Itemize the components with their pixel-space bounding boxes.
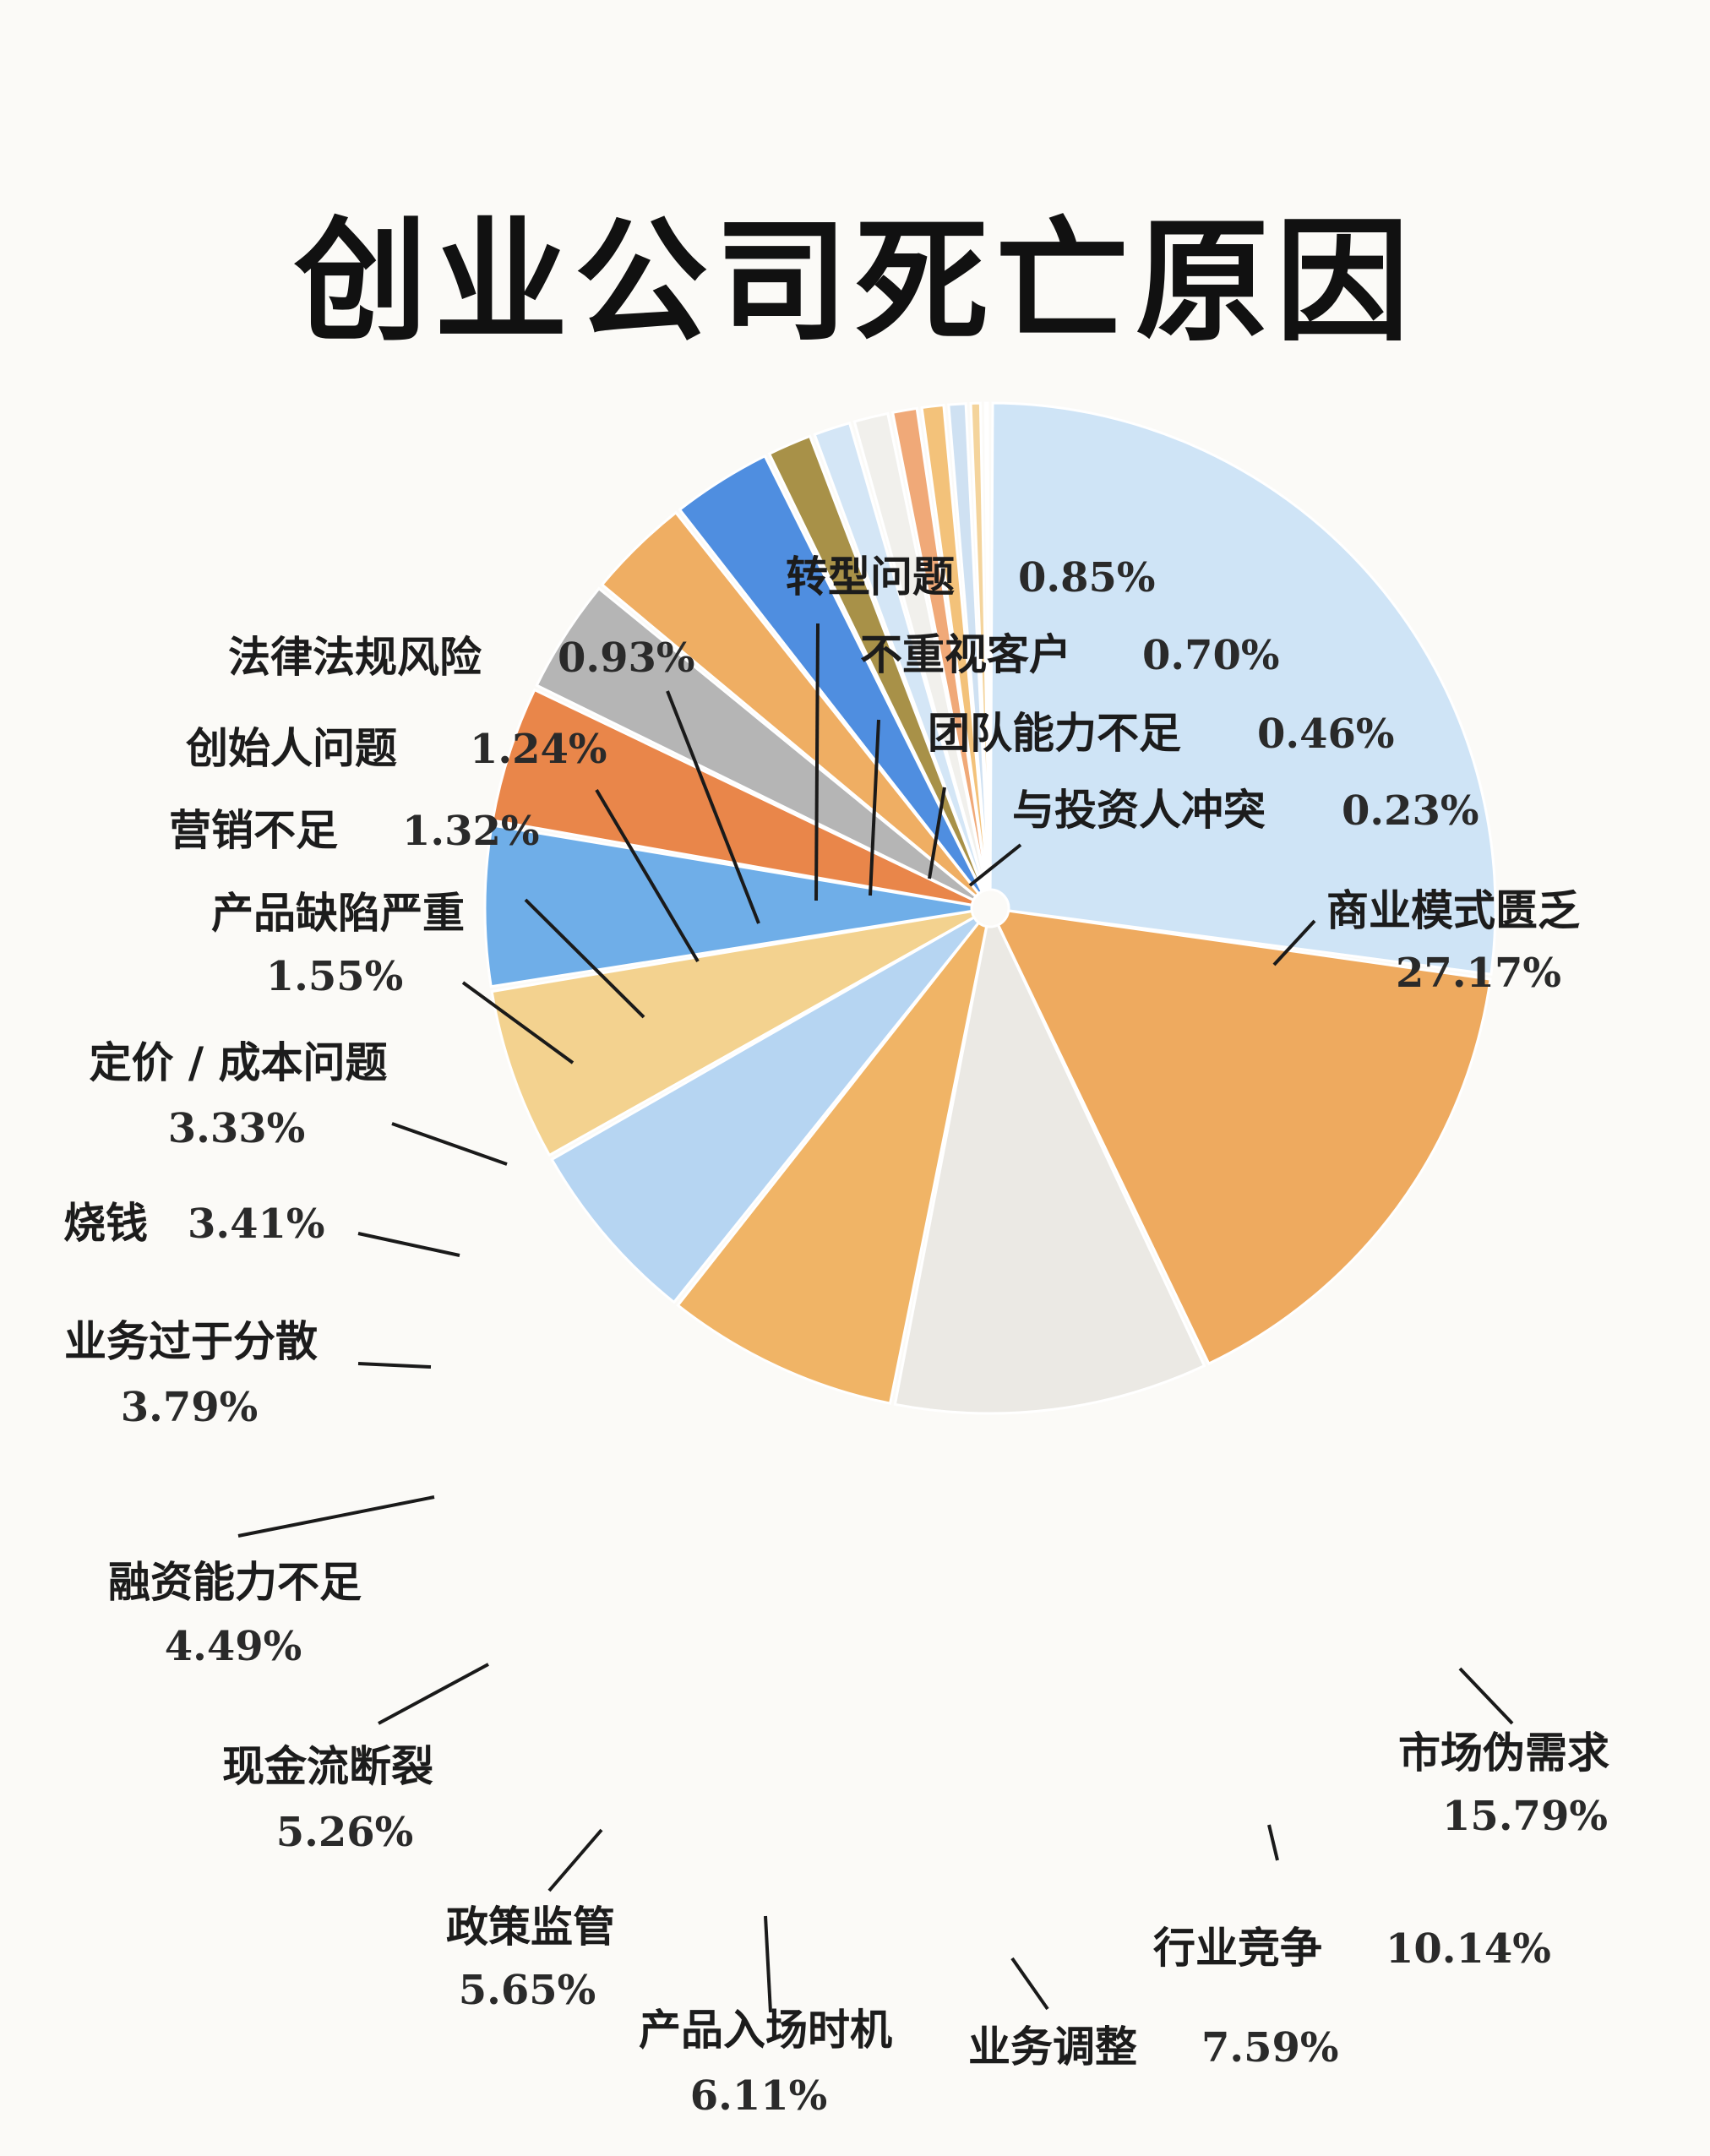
leader-line-13 [524,898,645,1019]
slice-label-7: 现金流断裂 [222,1742,433,1791]
slice-value-label-4: 7.59% [1201,2024,1339,2072]
slice-value-label-19: 0.23% [1342,787,1479,835]
pie-slice-7 [483,824,974,988]
pie-slice-6 [490,909,976,1157]
leader-line-5 [764,1915,772,2013]
slice-label-6: 政策监管 [446,1903,615,1952]
slice-label-1: 商业模式匮乏 [1326,886,1580,935]
pie-slices [483,401,1497,1415]
leader-line-4 [1010,1957,1049,2011]
leader-line-2 [1458,1667,1514,1725]
pie-slice-10 [600,510,981,899]
pie-slice-12 [767,434,986,894]
leader-line-6 [547,1828,603,1892]
pie-slice-4 [676,921,988,1405]
slice-value-label-11: 3.33% [168,1105,306,1152]
slice-label-4: 业务调整 [968,2023,1137,2072]
slice-value-label-12: 1.55% [266,953,404,1000]
slice-labels: 商业模式匮乏 27.17% 市场伪需求 15.79% 行业竞争 10.14% 业务调整 7.5… [63,553,1609,2120]
slice-label-13: 营销不足 [169,806,338,855]
leader-line-16 [814,623,820,901]
pie-slice-11 [678,454,984,896]
slice-label-8: 融资能力不足 [108,1558,362,1607]
leader-lines [237,623,1514,2013]
slice-label-5: 产品入场时机 [639,2006,892,2055]
pie-slice-9 [535,586,978,902]
leader-line-14 [595,788,700,963]
slice-value-label-15: 0.93% [558,634,695,682]
slice-label-9: 业务过于分散 [64,1317,318,1366]
leader-line-8 [237,1495,435,1538]
slice-label-14: 创始人问题 [186,724,397,773]
slice-label-3: 行业竞争 [1153,1924,1322,1973]
leader-line-12 [461,981,575,1064]
slice-label-15: 法律法规风险 [228,633,482,682]
slice-label-19: 与投资人冲突 [1012,786,1266,835]
slice-value-label-9: 3.79% [121,1384,259,1431]
slice-label-18: 团队能力不足 [928,709,1181,758]
leader-line-10 [357,1232,460,1257]
slice-value-label-2: 15.79% [1442,1793,1608,1840]
leader-line-7 [378,1663,489,1725]
slice-value-label-18: 0.46% [1257,710,1395,758]
slice-value-label-16: 0.85% [1018,554,1156,602]
slice-label-16: 转型问题 [786,553,955,602]
slice-value-label-7: 5.26% [276,1809,414,1856]
slice-label-17: 不重视客户 [860,630,1071,679]
leader-line-17 [869,719,880,896]
leader-line-11 [391,1122,508,1166]
leader-line-9 [357,1362,432,1369]
slice-value-label-8: 4.49% [165,1623,302,1670]
slice-label-12: 产品缺陷严重 [211,889,465,938]
slice-label-11: 定价 / 成本问题 [89,1038,387,1087]
leader-line-19 [968,843,1022,887]
leader-line-3 [1267,1824,1279,1861]
leader-line-1 [1272,919,1316,966]
slice-value-label-10: 3.41% [188,1200,325,1248]
pie-slice-8 [491,688,976,906]
slice-value-label-1: 27.17% [1396,950,1561,997]
pie-slice-5 [550,915,981,1304]
slice-value-label-5: 6.11% [690,2072,828,2120]
slice-value-label-3: 10.14% [1386,1925,1551,1973]
slice-label-2: 市场伪需求 [1398,1729,1609,1778]
leader-line-18 [928,787,946,879]
slice-label-10: 烧钱 [63,1199,148,1248]
slice-value-label-14: 1.24% [470,726,607,773]
slice-value-label-13: 1.32% [402,808,540,855]
leader-line-15 [666,690,760,924]
pie-slice-19 [983,401,992,891]
chart-title: 创业公司死亡原因 [294,204,1416,360]
slice-value-label-6: 5.65% [459,1967,596,2014]
slice-value-label-17: 0.70% [1142,632,1280,679]
